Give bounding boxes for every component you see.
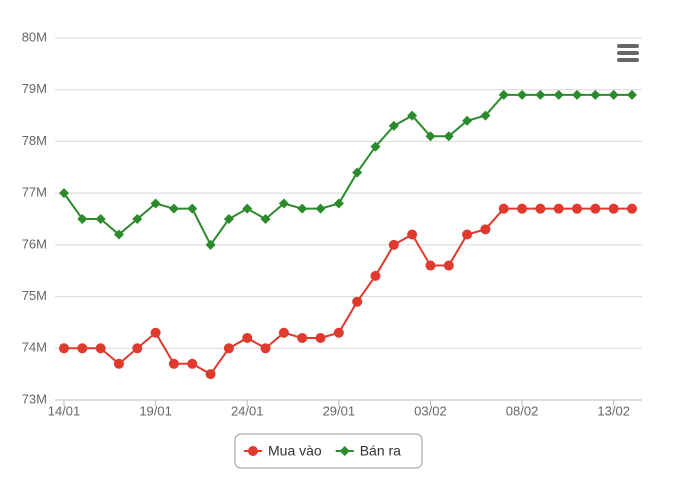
x-tick-label: 08/02 (506, 403, 539, 418)
point (608, 203, 619, 214)
x-tick-label: 13/02 (597, 403, 630, 418)
menu-button[interactable] (617, 44, 639, 62)
point (370, 141, 381, 152)
y-tick-label: 77M (22, 185, 47, 200)
point (553, 89, 564, 100)
point (572, 89, 583, 100)
point (59, 188, 69, 199)
point (187, 203, 198, 214)
point (168, 203, 179, 214)
point (113, 229, 124, 240)
point (443, 131, 454, 142)
point (407, 110, 418, 121)
legend-marker (339, 446, 350, 456)
x-tick-label: 29/01 (323, 403, 356, 418)
point (352, 167, 363, 178)
point (132, 214, 143, 224)
legend-label: Bán ra (360, 443, 401, 459)
menu-bar (617, 44, 639, 48)
point (352, 296, 363, 307)
point (77, 214, 88, 224)
legend-label: Mua vào (268, 443, 322, 459)
point (462, 229, 473, 240)
legend-item[interactable]: Mua vào (244, 443, 322, 459)
series-line (63, 93, 632, 247)
point (242, 332, 253, 343)
point (462, 115, 473, 126)
point (95, 343, 106, 354)
point (535, 89, 546, 100)
point (425, 131, 436, 142)
point (297, 203, 308, 214)
y-tick-label: 73M (22, 391, 47, 406)
point (77, 343, 88, 354)
y-tick-label: 80M (22, 29, 47, 44)
point (498, 89, 509, 100)
point (95, 214, 106, 224)
y-tick-label: 79M (22, 81, 47, 96)
y-tick-label: 74M (22, 340, 47, 355)
point (517, 203, 528, 214)
point (407, 229, 418, 240)
point (498, 203, 509, 214)
point (590, 89, 601, 100)
point (388, 120, 399, 131)
x-tick-label: 24/01 (231, 403, 264, 418)
point (535, 203, 546, 214)
x-tick-label: 03/02 (414, 403, 447, 418)
point (223, 343, 234, 354)
point (260, 343, 271, 354)
point (150, 198, 161, 209)
point (333, 198, 344, 209)
point (113, 358, 124, 369)
point (370, 270, 381, 281)
point (627, 203, 637, 214)
point (480, 224, 491, 235)
point (223, 214, 234, 224)
point (315, 203, 326, 214)
point (608, 89, 619, 100)
point (553, 203, 564, 214)
point (59, 343, 69, 354)
point (242, 203, 253, 214)
point (333, 327, 344, 338)
x-tick-label: 19/01 (139, 403, 172, 418)
point (205, 239, 216, 250)
legend-box (234, 433, 423, 469)
point (278, 198, 289, 209)
point (388, 239, 399, 250)
series-line (64, 207, 632, 376)
point (278, 327, 289, 338)
menu-bar (617, 58, 639, 62)
legend-item[interactable]: Bán ra (335, 443, 401, 459)
point (443, 260, 454, 271)
point (590, 203, 601, 214)
point (517, 89, 528, 100)
point (480, 110, 491, 121)
point (425, 260, 436, 271)
point (132, 343, 143, 354)
point (205, 369, 216, 380)
y-tick-label: 78M (22, 133, 47, 148)
y-tick-label: 76M (22, 236, 47, 251)
x-tick-label: 14/01 (48, 403, 81, 418)
point (150, 327, 161, 338)
point (168, 358, 179, 369)
legend-marker (248, 446, 258, 456)
y-tick-label: 75M (22, 288, 47, 303)
point (297, 332, 308, 343)
point (315, 332, 326, 343)
point (627, 89, 637, 100)
menu-bar (617, 51, 639, 55)
point (187, 358, 198, 369)
point (260, 214, 271, 224)
point (572, 203, 583, 214)
